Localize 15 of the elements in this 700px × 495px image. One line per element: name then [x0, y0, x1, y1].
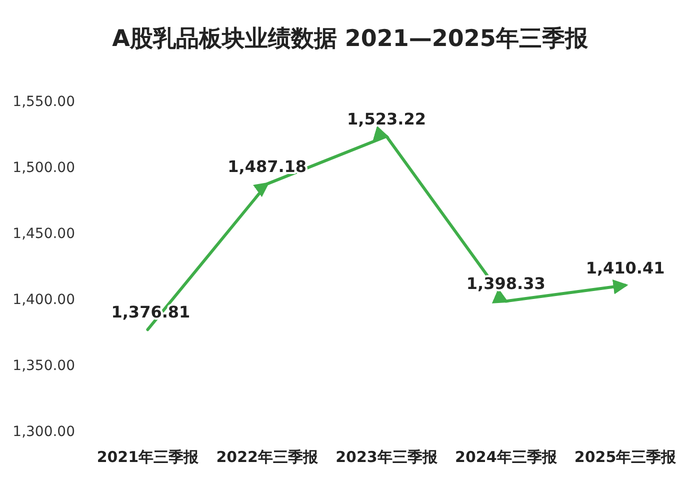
y-tick-label: 1,350.00 [12, 358, 75, 374]
x-tick-label: 2021年三季报 [96, 448, 200, 466]
data-label: 1,410.41 [586, 258, 665, 278]
x-tick-label: 2024年三季报 [455, 448, 558, 466]
x-tick-label: 2025年三季报 [574, 448, 678, 466]
x-tick-label: 2022年三季报 [216, 448, 319, 466]
data-label: 1,487.18 [228, 156, 307, 176]
y-tick-label: 1,300.00 [12, 424, 75, 440]
chart-title: A股乳品板块业绩数据 2021—2025年三季报 [112, 26, 589, 52]
y-tick-label: 1,450.00 [12, 226, 75, 242]
y-tick-label: 1,400.00 [12, 292, 75, 308]
x-tick-label: 2023年三季报 [336, 448, 438, 466]
data-label: 1,523.22 [347, 109, 426, 128]
y-tick-label: 1,550.00 [12, 94, 75, 110]
y-tick-label: 1,500.00 [12, 160, 75, 176]
